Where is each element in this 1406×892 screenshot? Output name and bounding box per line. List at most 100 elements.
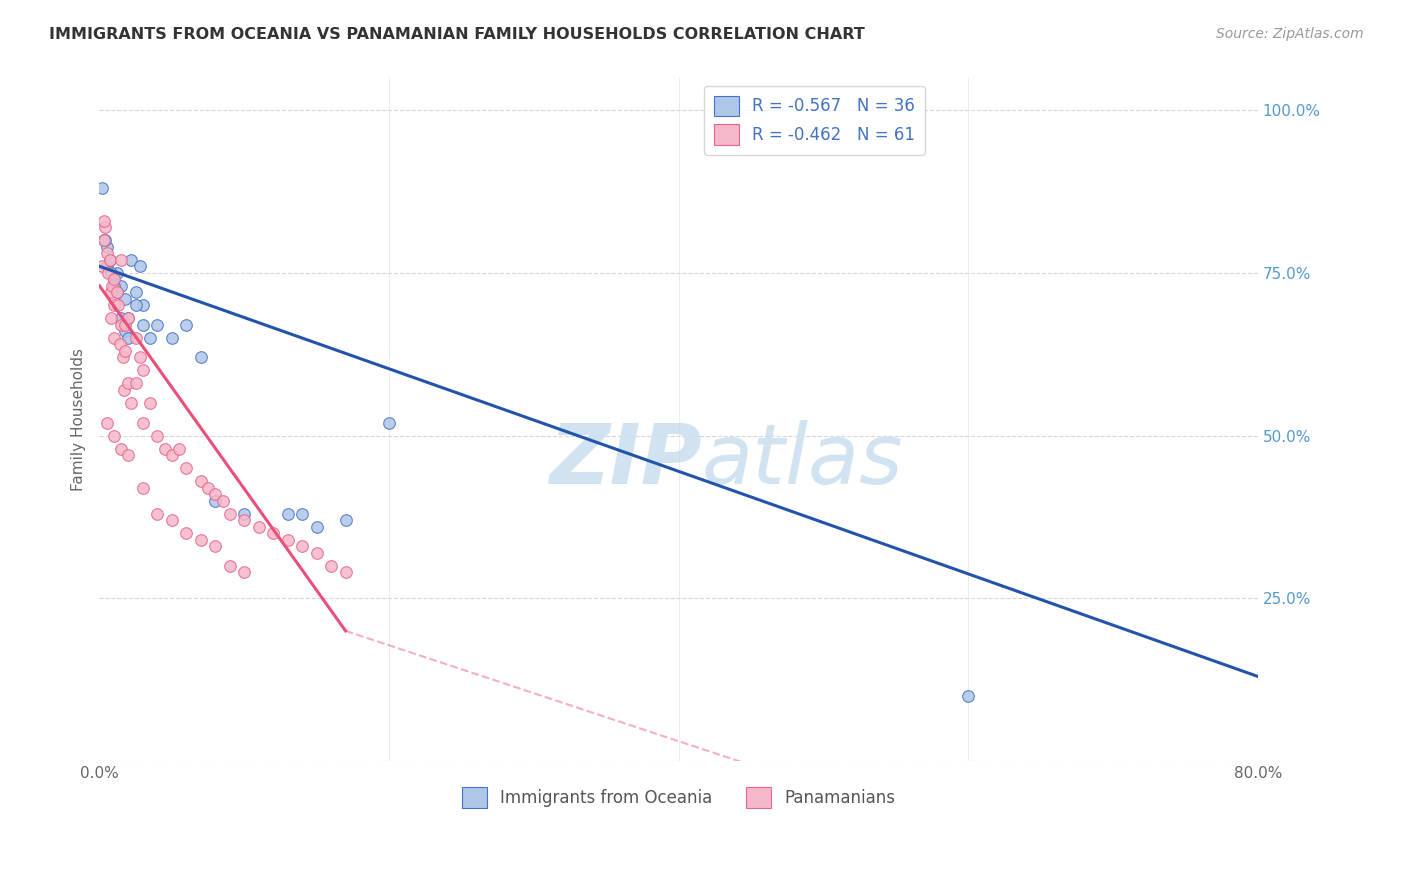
Point bbox=[117, 376, 139, 391]
Point bbox=[132, 416, 155, 430]
Point bbox=[262, 526, 284, 541]
Point bbox=[110, 311, 132, 326]
Point bbox=[335, 513, 357, 527]
Point bbox=[111, 351, 134, 365]
Text: Source: ZipAtlas.com: Source: ZipAtlas.com bbox=[1216, 27, 1364, 41]
Point bbox=[101, 278, 124, 293]
Point bbox=[124, 331, 146, 345]
Point bbox=[132, 481, 155, 495]
Point bbox=[176, 461, 198, 475]
Point bbox=[233, 507, 256, 521]
Point bbox=[129, 351, 152, 365]
Point bbox=[291, 539, 314, 553]
Text: ZIP: ZIP bbox=[550, 420, 702, 500]
Point bbox=[100, 311, 122, 326]
Point bbox=[124, 285, 146, 300]
Point bbox=[103, 298, 125, 312]
Text: IMMIGRANTS FROM OCEANIA VS PANAMANIAN FAMILY HOUSEHOLDS CORRELATION CHART: IMMIGRANTS FROM OCEANIA VS PANAMANIAN FA… bbox=[49, 27, 865, 42]
Point bbox=[96, 416, 118, 430]
Point bbox=[176, 526, 198, 541]
Point bbox=[93, 213, 115, 227]
Point bbox=[153, 442, 176, 456]
Point bbox=[96, 240, 118, 254]
Point bbox=[93, 233, 115, 247]
Point bbox=[96, 259, 118, 273]
Point bbox=[114, 343, 136, 358]
Text: atlas: atlas bbox=[702, 420, 904, 500]
Point bbox=[160, 448, 183, 462]
Point bbox=[124, 376, 146, 391]
Point bbox=[277, 533, 299, 547]
Point bbox=[291, 507, 314, 521]
Point bbox=[957, 689, 980, 703]
Legend: Immigrants from Oceania, Panamanians: Immigrants from Oceania, Panamanians bbox=[456, 780, 901, 814]
Point bbox=[305, 546, 328, 560]
Point bbox=[247, 519, 270, 533]
Point bbox=[146, 318, 169, 332]
Point bbox=[96, 246, 118, 260]
Point bbox=[107, 298, 129, 312]
Point bbox=[120, 396, 142, 410]
Point bbox=[105, 266, 128, 280]
Point bbox=[132, 298, 155, 312]
Y-axis label: Family Households: Family Households bbox=[72, 348, 86, 491]
Point bbox=[103, 428, 125, 442]
Point bbox=[114, 324, 136, 338]
Point bbox=[204, 493, 226, 508]
Point bbox=[204, 487, 226, 501]
Point bbox=[167, 442, 190, 456]
Point bbox=[197, 481, 219, 495]
Point bbox=[100, 266, 122, 280]
Point bbox=[114, 318, 136, 332]
Point bbox=[218, 558, 240, 573]
Point bbox=[91, 181, 114, 195]
Point bbox=[98, 252, 121, 267]
Point bbox=[190, 474, 212, 488]
Point bbox=[176, 318, 198, 332]
Point bbox=[103, 272, 125, 286]
Point bbox=[160, 331, 183, 345]
Point bbox=[120, 252, 142, 267]
Point bbox=[321, 558, 343, 573]
Point bbox=[91, 259, 114, 273]
Point bbox=[103, 331, 125, 345]
Point bbox=[335, 566, 357, 580]
Point bbox=[233, 513, 256, 527]
Point bbox=[305, 519, 328, 533]
Point bbox=[139, 331, 162, 345]
Point bbox=[211, 493, 233, 508]
Point bbox=[139, 396, 162, 410]
Point bbox=[112, 383, 135, 397]
Point bbox=[110, 442, 132, 456]
Point bbox=[97, 266, 120, 280]
Point bbox=[146, 507, 169, 521]
Point bbox=[110, 278, 132, 293]
Point bbox=[117, 311, 139, 326]
Point bbox=[132, 363, 155, 377]
Point bbox=[146, 428, 169, 442]
Point bbox=[110, 318, 132, 332]
Point bbox=[93, 233, 115, 247]
Point bbox=[108, 337, 131, 351]
Point bbox=[100, 285, 122, 300]
Point bbox=[94, 233, 117, 247]
Point bbox=[129, 259, 152, 273]
Point bbox=[103, 278, 125, 293]
Point bbox=[117, 311, 139, 326]
Point bbox=[117, 331, 139, 345]
Point bbox=[105, 285, 128, 300]
Point bbox=[103, 272, 125, 286]
Point bbox=[105, 285, 128, 300]
Point bbox=[190, 351, 212, 365]
Point bbox=[233, 566, 256, 580]
Point bbox=[114, 292, 136, 306]
Point bbox=[117, 448, 139, 462]
Point bbox=[378, 416, 401, 430]
Point bbox=[160, 513, 183, 527]
Point bbox=[218, 507, 240, 521]
Point bbox=[190, 533, 212, 547]
Point bbox=[132, 318, 155, 332]
Point bbox=[98, 252, 121, 267]
Point bbox=[94, 220, 117, 235]
Point bbox=[204, 539, 226, 553]
